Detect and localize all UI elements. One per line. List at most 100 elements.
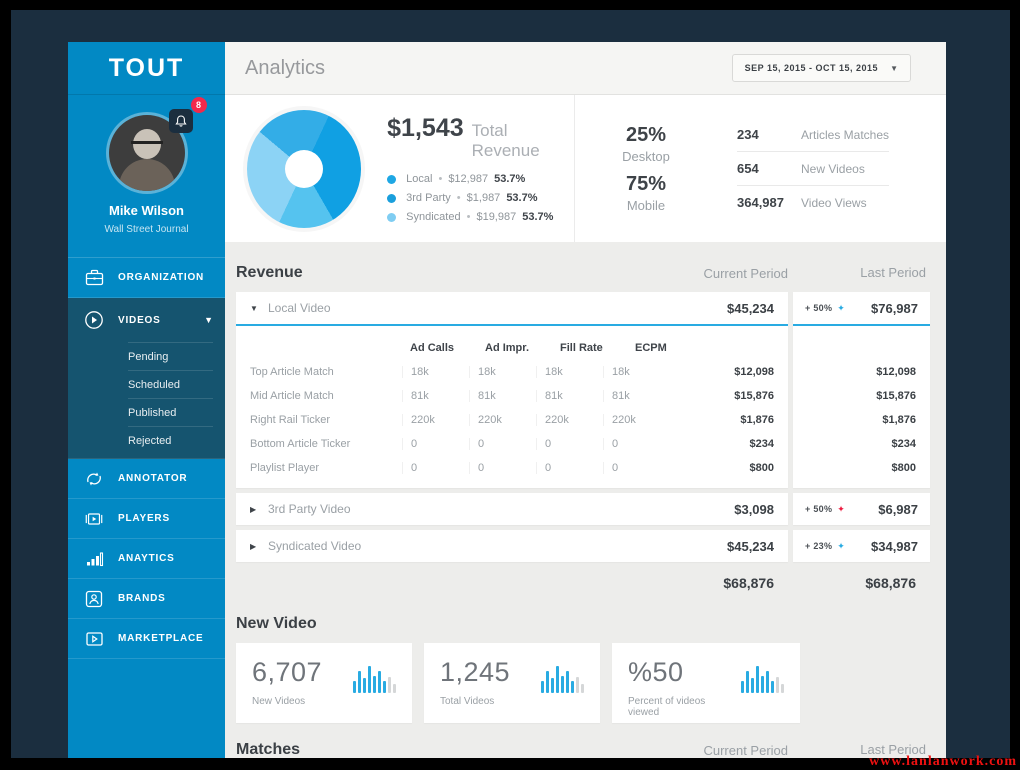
legend-label: Syndicated [406, 211, 461, 223]
mobile-label: Mobile [626, 198, 666, 213]
local-video-detail-table: Ad Calls Ad Impr. Fill Rate ECPM Top Art… [236, 326, 788, 488]
stat-value: 654 [737, 161, 759, 176]
sidebar-item-label: VIDEOS [118, 314, 161, 326]
group-name: 3rd Party Video [268, 502, 351, 516]
tout-logo: TOUT [108, 53, 185, 82]
group-last-value: $6,987 [878, 501, 918, 517]
legend-item-syndicated: Syndicated • $19,987 53.7% [387, 211, 574, 223]
revenue-group-3rd-party: ▶ 3rd Party Video $3,098 + 50% ✦ $6,987 [236, 493, 930, 525]
sidebar-item-players[interactable]: PLAYERS [68, 499, 225, 539]
briefcase-icon [84, 268, 104, 288]
legend-label: 3rd Party [406, 192, 451, 204]
trend-up-icon: ✦ [837, 540, 845, 551]
total-videos-card: 1,245 Total Videos [424, 643, 600, 723]
date-range-selector[interactable]: SEP 15, 2015 - OCT 15, 2015 ▼ [731, 54, 911, 82]
new-video-section-head: New Video [236, 613, 930, 635]
legend-value: $1,987 [466, 192, 501, 204]
bar-chart-icon [84, 549, 104, 569]
sidebar-item-label: MARKETPLACE [118, 633, 204, 644]
mobile-stat: 75% Mobile [591, 173, 701, 213]
card-label: New Videos [252, 696, 306, 707]
matches-title: Matches [236, 741, 301, 758]
new-video-title: New Video [236, 615, 317, 632]
legend-dot [387, 212, 397, 222]
scroll-content[interactable]: Revenue Current Period Last Period ▼ Loc… [225, 242, 946, 758]
mini-bar-chart-icon [351, 663, 396, 693]
marketplace-icon [84, 629, 104, 649]
logo-band: TOUT [68, 42, 225, 95]
sidebar-item-analytics[interactable]: ANAYTICS [68, 539, 225, 579]
3rd-party-video-row[interactable]: ▶ 3rd Party Video $3,098 [236, 493, 788, 525]
stat-articles-matches: 234 Articles Matches [737, 118, 889, 151]
total-revenue-label: Total Revenue [471, 121, 540, 160]
revenue-totals-row: $68,876 $68,876 [236, 567, 930, 601]
donut-chart [247, 109, 362, 228]
matches-section-head: Matches Current Period Last Period [236, 739, 930, 758]
sidebar-subitem-pending[interactable]: Pending [128, 342, 213, 370]
legend-value: $19,987 [476, 211, 517, 223]
mini-bar-chart-icon [739, 663, 784, 693]
sidebar-item-label: BRANDS [118, 593, 166, 604]
sidebar-item-organization[interactable]: ORGANIZATION [68, 258, 225, 298]
syndicated-video-row[interactable]: ▶ Syndicated Video $45,234 [236, 530, 788, 562]
mini-bar-chart-icon [539, 663, 584, 693]
table-row: Top Article Match 18k 18k 18k 18k $12,09… [250, 366, 774, 378]
caret-right-icon: ▶ [250, 504, 257, 514]
current-period-label: Current Period [703, 742, 788, 758]
user-organization: Wall Street Journal [104, 224, 189, 235]
page-title: Analytics [245, 56, 326, 79]
sidebar-item-brands[interactable]: BRANDS [68, 579, 225, 619]
revenue-group-syndicated: ▶ Syndicated Video $45,234 + 23% ✦ $34,9… [236, 530, 930, 562]
app-window: TOUT 8 Mike Wilson Wall Street Journal O [68, 42, 946, 758]
new-videos-card: 6,707 New Videos [236, 643, 412, 723]
desktop-percent: 25% [625, 124, 667, 146]
card-value: %50 [628, 657, 684, 687]
current-period-label: Current Period [703, 265, 788, 281]
notification-bell-icon[interactable]: 8 [168, 97, 207, 133]
legend-value: $12,987 [448, 173, 489, 185]
annotator-loop-icon [84, 469, 104, 489]
sidebar-item-annotator[interactable]: ANNOTATOR [68, 459, 225, 499]
brands-person-icon [84, 589, 104, 609]
group-last-value: $76,987 [871, 300, 918, 316]
bottom-strip [0, 758, 1020, 770]
legend-dot [387, 193, 397, 203]
group-current-value: $45,234 [727, 300, 774, 316]
video-play-icon [84, 310, 104, 330]
group-current-value: $45,234 [727, 538, 774, 554]
dot-separator: • [466, 211, 471, 223]
sidebar-item-videos[interactable]: VIDEOS ▼ [68, 298, 225, 342]
chevron-down-icon: ▼ [890, 63, 898, 73]
3rd-party-last-period: + 50% ✦ $6,987 [793, 493, 930, 525]
total-current: $68,876 [723, 575, 774, 591]
group-name: Syndicated Video [268, 539, 362, 553]
summary-panel: $1,543 Total Revenue Local • $12,987 53.… [225, 95, 946, 242]
sidebar-subitem-rejected[interactable]: Rejected [128, 426, 213, 454]
caret-right-icon: ▶ [250, 541, 257, 551]
stat-label: Articles Matches [801, 128, 890, 142]
page-header: Analytics SEP 15, 2015 - OCT 15, 2015 ▼ [225, 42, 946, 95]
last-period-detail: $12,098 $15,876 $1,876 $234 $800 [793, 326, 930, 488]
user-profile: 8 Mike Wilson Wall Street Journal [68, 95, 225, 247]
sidebar-videos-section: VIDEOS ▼ Pending Scheduled Published Rej… [68, 298, 225, 459]
table-row: Playlist Player 0 0 0 0 $800 [250, 462, 774, 474]
stat-value: 234 [737, 127, 759, 142]
sidebar-item-marketplace[interactable]: MARKETPLACE [68, 619, 225, 659]
total-revenue-value: $1,543 [387, 114, 464, 142]
percent-viewed-card: %50 Percent of videos viewed [612, 643, 800, 723]
legend-label: Local [406, 173, 433, 185]
syndicated-last-period: + 23% ✦ $34,987 [793, 530, 930, 562]
total-last: $68,876 [865, 575, 916, 591]
legend-percent: 53.7% [506, 192, 538, 204]
last-period-label: Last Period [860, 742, 926, 757]
sidebar-item-label: ANAYTICS [118, 553, 175, 564]
legend-item-local: Local • $12,987 53.7% [387, 173, 574, 185]
caret-down-icon: ▼ [250, 303, 258, 313]
local-video-row[interactable]: ▼ Local Video $45,234 [236, 292, 788, 326]
sidebar-subitem-scheduled[interactable]: Scheduled [128, 370, 213, 398]
dot-separator: • [456, 192, 461, 204]
totals-list: 234 Articles Matches 654 New Videos 364,… [737, 118, 890, 219]
stats-summary: 25% Desktop 75% Mobile 234 Articles Matc… [575, 95, 946, 242]
sidebar-subitem-published[interactable]: Published [128, 398, 213, 426]
legend-percent: 53.7% [522, 211, 554, 223]
